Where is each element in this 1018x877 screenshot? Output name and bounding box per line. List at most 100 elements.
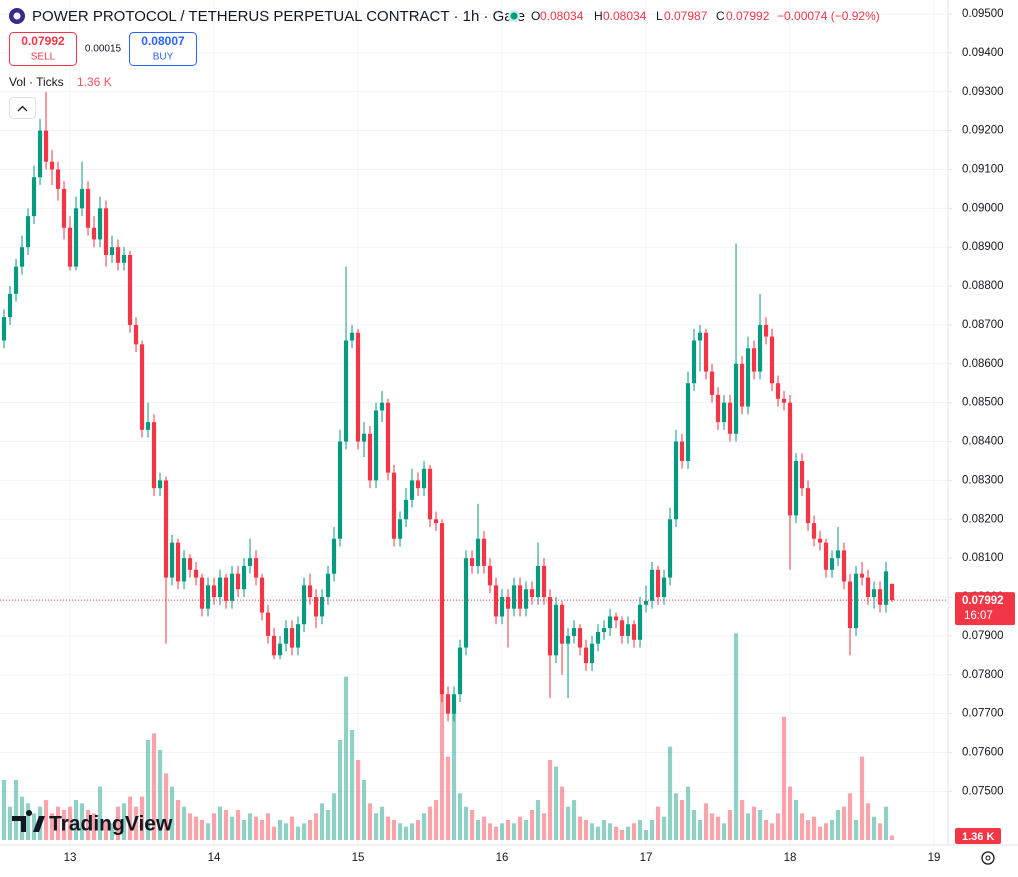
candle-body <box>529 589 535 598</box>
candle-body <box>73 208 79 267</box>
volume-bar <box>871 816 877 840</box>
candle-body <box>319 597 325 617</box>
candle-body <box>691 340 697 384</box>
candle-body <box>451 694 457 714</box>
volume-bar <box>361 780 367 840</box>
settings-icon[interactable] <box>981 851 995 865</box>
candle-body <box>523 589 529 609</box>
volume-bar <box>649 820 655 840</box>
candle-body <box>499 597 505 617</box>
volume-bar <box>685 786 691 840</box>
candle-body <box>511 585 517 609</box>
volume-bar <box>313 813 319 840</box>
y-tick-label: 0.08300 <box>962 474 1004 486</box>
volume-bar <box>763 820 769 840</box>
volume-bar <box>691 810 697 840</box>
volume-bar <box>523 820 529 840</box>
volume-tag <box>955 828 1001 844</box>
buy-box[interactable] <box>129 32 197 66</box>
ohlc-label: L <box>656 9 663 23</box>
candle-body <box>235 573 241 590</box>
candle-body <box>877 589 883 605</box>
volume-bar <box>235 810 241 840</box>
volume-bar <box>187 813 193 840</box>
candle-body <box>859 573 865 578</box>
volume-bar <box>283 823 289 840</box>
volume-bar <box>67 806 73 840</box>
volume-bar <box>559 786 565 840</box>
candle-body <box>547 597 553 656</box>
volume-bar <box>529 810 535 840</box>
candle-body <box>247 558 253 566</box>
volume-bar <box>403 826 409 840</box>
volume-bar <box>613 826 619 840</box>
candle-body <box>427 468 433 520</box>
volume-bar <box>853 820 859 840</box>
candle-body <box>481 538 487 566</box>
collapse-box[interactable] <box>9 97 36 119</box>
candle-body <box>697 332 703 341</box>
buy-button[interactable]: 0.08007 BUY <box>129 32 197 66</box>
candle-body <box>517 585 523 609</box>
candle-body <box>103 208 109 255</box>
volume-bar <box>337 740 343 840</box>
candle-body <box>187 558 193 570</box>
spread: 0.00015 <box>85 44 122 55</box>
y-tick-label: 0.09100 <box>962 163 1004 175</box>
symbol-icon-inner <box>13 12 21 20</box>
candle-body <box>121 254 127 263</box>
settings-button[interactable] <box>981 851 995 865</box>
volume-bar <box>589 823 595 840</box>
candle-body <box>817 538 823 543</box>
volume-bar <box>433 800 439 840</box>
volume-bar <box>223 810 229 840</box>
volume-bar <box>625 826 631 840</box>
x-tick-label: 15 <box>352 852 365 864</box>
volume-bar <box>667 746 673 840</box>
candle-body <box>787 402 793 516</box>
ohlc-value: 0.08034 <box>540 9 584 23</box>
sell-price: 0.07992 <box>21 34 65 48</box>
volume-bar <box>7 806 13 840</box>
sell-button[interactable]: 0.07992 SELL <box>9 32 77 66</box>
y-tick-label: 0.09500 <box>962 8 1004 20</box>
candle-body <box>25 216 31 248</box>
candle-body <box>433 519 439 524</box>
sell-box[interactable] <box>9 32 77 66</box>
buy-label: BUY <box>153 52 174 63</box>
candle-body <box>757 324 763 372</box>
volume-bar <box>553 766 559 840</box>
volume-bar <box>211 813 217 840</box>
candle-body <box>217 577 223 598</box>
volume-bar <box>601 820 607 840</box>
volume-bar <box>97 786 103 840</box>
volume-bar <box>127 796 133 840</box>
collapse-icon <box>17 105 28 112</box>
candle-body <box>271 635 277 656</box>
candle-body <box>649 569 655 601</box>
candle-body <box>487 565 493 586</box>
candle-body <box>391 472 397 539</box>
volume-tag-label: 1.36 K <box>962 831 994 843</box>
candle-body <box>193 569 199 578</box>
volume-bar <box>457 793 463 840</box>
volume-bar <box>373 813 379 840</box>
volume-bar <box>31 813 37 840</box>
candle-body <box>49 161 55 170</box>
candle-body <box>607 616 613 629</box>
volume-bar <box>61 810 67 840</box>
volume-bar <box>745 813 751 840</box>
y-tick-label: 0.08600 <box>962 358 1004 370</box>
volume-bar <box>175 800 181 840</box>
volume-bar <box>163 773 169 840</box>
candle-body <box>325 573 331 598</box>
candle-body <box>199 577 205 609</box>
volume-bar <box>289 816 295 840</box>
volume-bar <box>547 760 553 840</box>
candle-body <box>601 628 607 633</box>
volume-bar <box>151 733 157 840</box>
collapse-button[interactable] <box>9 97 36 119</box>
candle-body <box>289 628 295 648</box>
candle-body <box>619 620 625 636</box>
candle-body <box>301 585 307 625</box>
